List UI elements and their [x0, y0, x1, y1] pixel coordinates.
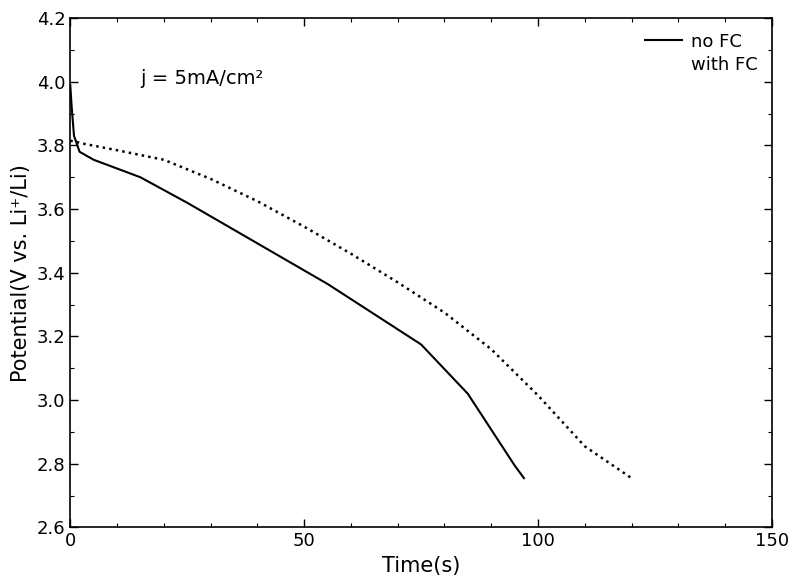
with FC	[533, 392, 542, 399]
with FC	[626, 475, 636, 482]
no FC	[182, 199, 192, 206]
with FC	[486, 346, 496, 353]
no FC	[89, 156, 98, 163]
no FC	[67, 104, 77, 111]
with FC	[393, 279, 402, 286]
Y-axis label: Potential(V vs. Li⁺/Li): Potential(V vs. Li⁺/Li)	[11, 164, 31, 382]
Line: with FC: with FC	[70, 141, 631, 478]
no FC	[510, 462, 519, 469]
no FC	[463, 390, 473, 397]
with FC	[112, 147, 122, 154]
no FC	[322, 281, 332, 288]
with FC	[299, 223, 309, 230]
no FC	[66, 82, 75, 89]
with FC	[70, 138, 80, 145]
no FC	[276, 254, 286, 261]
no FC	[136, 174, 146, 181]
with FC	[79, 140, 89, 147]
Text: j = 5mA/cm²: j = 5mA/cm²	[141, 69, 264, 88]
no FC	[416, 341, 426, 348]
Line: no FC: no FC	[70, 85, 524, 478]
with FC	[580, 443, 590, 450]
with FC	[253, 198, 262, 205]
with FC	[66, 137, 75, 144]
Legend: no FC, with FC: no FC, with FC	[640, 27, 762, 79]
no FC	[519, 475, 529, 482]
no FC	[370, 311, 379, 318]
no FC	[229, 227, 238, 234]
with FC	[206, 176, 215, 183]
no FC	[75, 149, 85, 156]
no FC	[70, 133, 79, 140]
X-axis label: Time(s): Time(s)	[382, 556, 460, 576]
with FC	[159, 156, 169, 163]
with FC	[346, 250, 356, 257]
with FC	[440, 309, 450, 316]
